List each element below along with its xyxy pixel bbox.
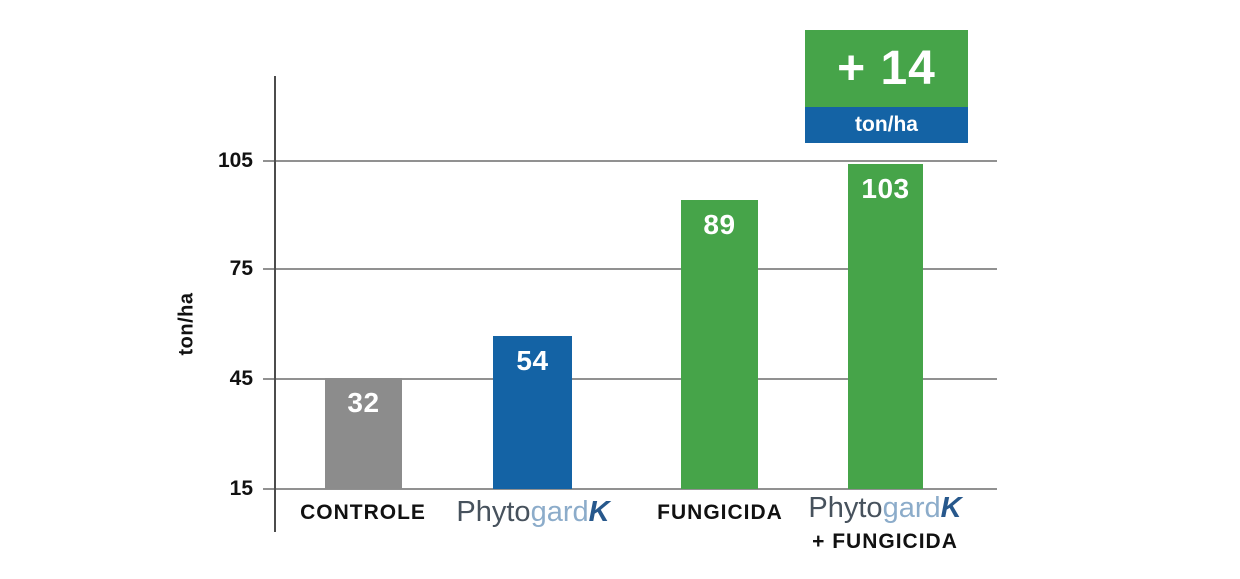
bar-controle: 32 bbox=[325, 378, 402, 489]
bar-fungicida: 89 bbox=[681, 200, 758, 489]
brand-gard: gard bbox=[530, 496, 589, 528]
bar-value-phytogard: 54 bbox=[516, 345, 549, 376]
bar-phytogard-fungicida: 103 bbox=[848, 164, 923, 489]
gridline-15 bbox=[263, 488, 997, 490]
y-axis-line bbox=[274, 76, 276, 532]
y-tick-15: 15 bbox=[229, 477, 253, 500]
brand-k: K bbox=[588, 496, 610, 528]
y-axis-title: ton/ha bbox=[175, 292, 198, 356]
x-label-controle: CONTROLE bbox=[300, 501, 426, 524]
y-tick-75: 75 bbox=[229, 257, 253, 280]
brand-k: K bbox=[940, 492, 962, 524]
bar-phytogard: 54 bbox=[493, 336, 572, 489]
brand-phyto: Phyto bbox=[808, 492, 883, 524]
brand-phyto: Phyto bbox=[456, 496, 531, 528]
brand-gard: gard bbox=[882, 492, 941, 524]
gridline-75 bbox=[263, 268, 997, 270]
delta-badge-value: + 14 bbox=[805, 30, 968, 107]
y-tick-45: 45 bbox=[229, 367, 253, 390]
bar-value-controle: 32 bbox=[347, 387, 380, 418]
x-label-plus-fungicida: + FUNGICIDA bbox=[812, 530, 958, 553]
x-label-phytogard-logo: PhytogardK bbox=[423, 496, 643, 529]
x-label-fungicida: FUNGICIDA bbox=[657, 501, 783, 524]
x-label-phytogard-combo-logo: PhytogardK bbox=[775, 492, 995, 525]
y-tick-105: 105 bbox=[217, 149, 253, 172]
bar-value-fungicida: 89 bbox=[703, 209, 736, 240]
gridline-105 bbox=[263, 160, 997, 162]
delta-badge-unit: ton/ha bbox=[805, 107, 968, 143]
gridline-45 bbox=[263, 378, 997, 380]
delta-badge: + 14 ton/ha bbox=[805, 30, 968, 143]
bar-value-phytogard-fungicida: 103 bbox=[861, 173, 910, 204]
